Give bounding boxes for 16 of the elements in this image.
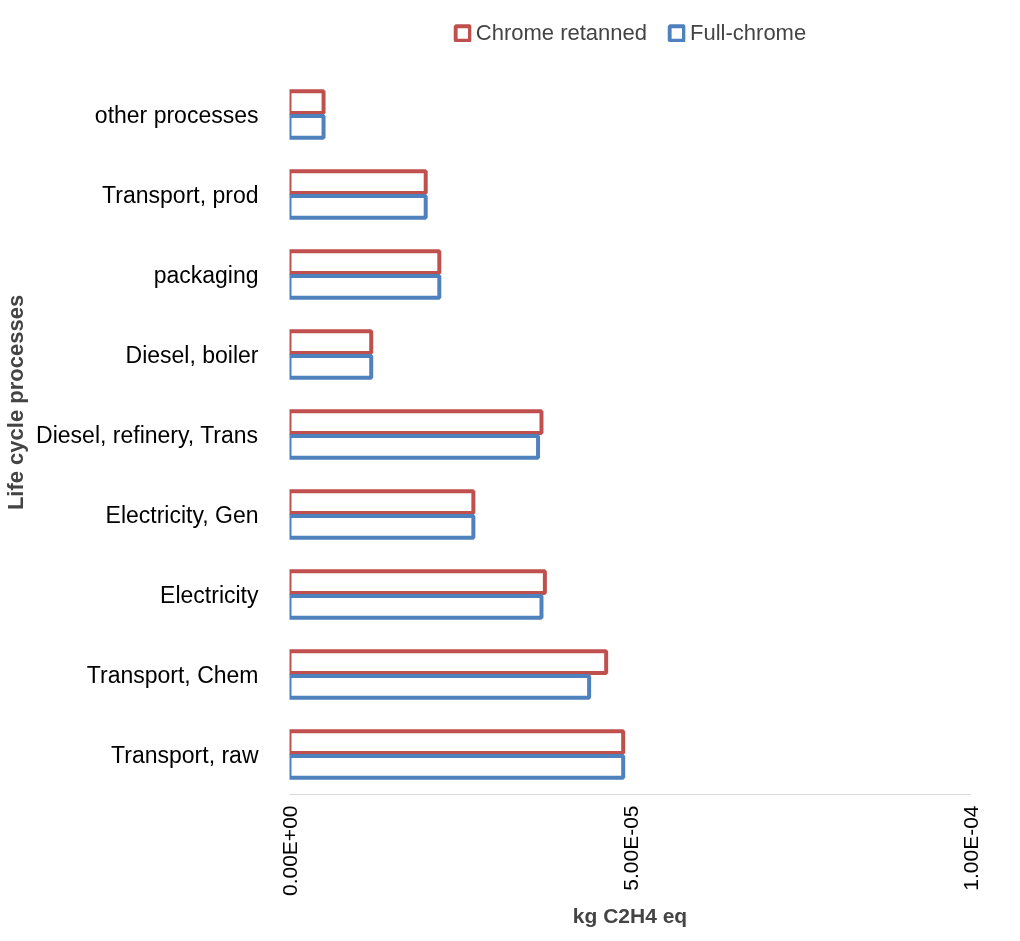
y-axis-title: Life cycle processes xyxy=(3,294,29,511)
y-tick-label: Transport, Chem xyxy=(86,661,259,688)
x-axis-title: kg C2H4 eq xyxy=(572,904,688,927)
x-tick-label: 5.00E-05 xyxy=(618,805,642,891)
x-tick-label: 0.00E+00 xyxy=(278,805,301,896)
y-tick-label: Transport, raw xyxy=(111,741,259,768)
y-tick-label: Electricity, Gen xyxy=(105,501,259,528)
y-tick-label: Diesel, refinery, Trans xyxy=(36,421,259,448)
y-tick-label: packaging xyxy=(153,261,259,288)
x-tick-label: 1.00E-04 xyxy=(959,805,982,891)
legend-label: Full-chrome xyxy=(690,20,807,46)
y-tick-label: other processes xyxy=(94,101,259,128)
legend-label: Chrome retanned xyxy=(475,20,648,46)
y-tick-label: Transport, prod xyxy=(102,181,259,208)
y-tick-label: Diesel, boiler xyxy=(125,341,259,368)
y-tick-label: Electricity xyxy=(160,581,259,608)
